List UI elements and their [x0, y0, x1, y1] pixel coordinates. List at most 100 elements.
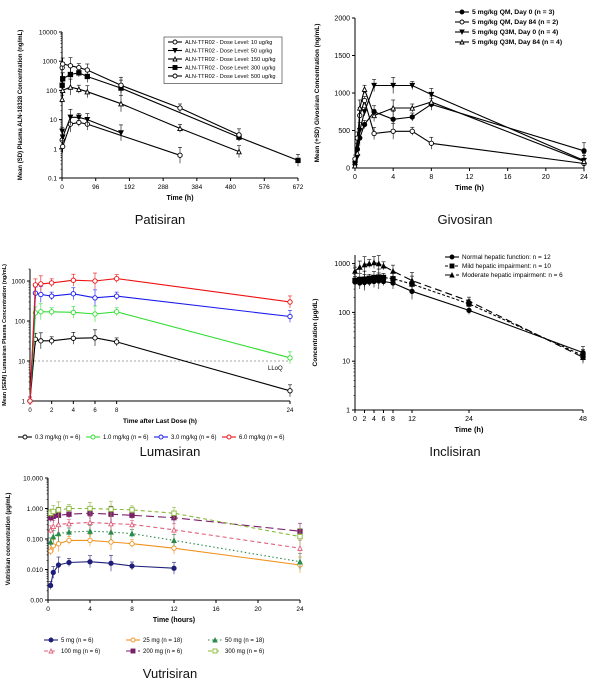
data-point: [371, 112, 378, 119]
data-point: [409, 114, 415, 120]
data-point: [38, 281, 44, 287]
data-point: [66, 559, 72, 566]
x-tick-label: 24: [296, 606, 304, 613]
inclisiran-caption: Inclisiran: [429, 444, 481, 459]
x-tick-label: 0: [28, 408, 32, 414]
data-point: [361, 109, 368, 115]
x-tick-label: 576: [259, 184, 270, 191]
x-tick-label: 480: [225, 184, 236, 191]
legend-label: 300 mg (n = 6): [225, 649, 264, 655]
legend-label: ALN-TTR02 - Dose Level: 50 ug/kg: [185, 49, 272, 55]
y-tick-label: 10.000: [23, 476, 43, 483]
x-axis-label: Time after Last Dose (h): [123, 418, 197, 425]
data-point: [171, 537, 177, 544]
x-tick-label: 8: [429, 174, 433, 181]
x-tick-label: 12: [408, 416, 416, 423]
y-axis-label: Mean (SD) Plasma ALN-18328 Concentration…: [18, 30, 24, 180]
data-point: [50, 569, 56, 576]
legend-label: 5 mg (n = 6): [61, 638, 94, 644]
data-point: [380, 274, 387, 281]
x-tick-label: 0: [353, 416, 357, 423]
data-point: [32, 282, 39, 288]
data-point: [371, 259, 377, 266]
legend-label: ALN-TTR02 - Dose Level: 500 ug/kg: [185, 74, 275, 80]
x-tick-label: 2: [50, 408, 54, 414]
series-line: [29, 278, 291, 402]
data-point: [47, 538, 54, 545]
y-axis-label: Concentration (μg/dL): [312, 299, 319, 367]
data-point: [177, 105, 183, 111]
x-tick-label: 24: [580, 174, 588, 181]
y-axis-label: Mean (SEM) Lumasiran Plasma Concentratio…: [2, 264, 8, 406]
x-tick-label: 16: [504, 174, 512, 181]
x-tick-label: 16: [212, 606, 220, 613]
data-point: [375, 260, 382, 267]
legend-label: 200 mg (n = 6): [143, 649, 182, 655]
y-tick-label: 1000: [43, 59, 58, 66]
data-point: [59, 134, 66, 141]
data-point: [90, 434, 96, 440]
vutrisiran-chart: 0 4 8 12 16 20 24 0.00 0.010 0.100 1.000 10.000 Time…: [0, 462, 330, 667]
data-point: [70, 335, 76, 341]
data-point: [59, 95, 66, 102]
data-point: [356, 263, 363, 270]
x-tick-label: 4: [372, 416, 376, 423]
legend-box: [163, 36, 283, 84]
y-tick-label: 1500: [334, 53, 350, 60]
data-point: [177, 125, 183, 132]
series-1: [352, 272, 586, 359]
data-point: [287, 313, 293, 320]
data-point: [38, 309, 44, 315]
data-point: [371, 130, 377, 137]
data-point: [22, 434, 28, 440]
series-line: [50, 521, 301, 549]
y-tick-label: 0.00: [30, 598, 43, 605]
data-point: [92, 311, 98, 317]
data-point: [67, 63, 74, 69]
x-tick-label: 0: [60, 184, 64, 191]
legend-label: 50 mg (n = 18): [225, 638, 264, 644]
y-tick-label: 10: [18, 360, 25, 366]
series-3: [59, 78, 242, 158]
data-point: [361, 261, 368, 268]
data-point: [60, 76, 66, 82]
x-tick-label: 8: [391, 416, 395, 423]
data-point: [361, 97, 368, 104]
data-point: [47, 582, 54, 589]
x-tick-label: 8: [130, 606, 134, 613]
data-point: [212, 648, 218, 654]
legend-label: 6.0 mg/kg (n = 6): [239, 435, 285, 441]
y-tick-label: 1: [22, 400, 26, 406]
data-point: [55, 562, 62, 568]
y-tick-label: 1.000: [27, 506, 44, 513]
legend: 0.3 mg/kg (n = 6) 1.0 mg/kg (n = 6) 3.0 mg…: [18, 434, 285, 441]
y-tick-label: 1: [346, 408, 350, 415]
data-point: [59, 87, 66, 94]
x-tick-label: 6: [382, 416, 386, 423]
data-point: [55, 541, 62, 547]
data-point: [27, 398, 33, 404]
y-tick-label: 1000: [334, 91, 350, 98]
data-point: [66, 511, 72, 517]
series-3: [352, 77, 587, 171]
data-point: [390, 276, 396, 282]
data-point: [70, 277, 76, 283]
y-tick-label: 1: [53, 146, 57, 153]
x-tick-label: 48: [579, 416, 587, 423]
series-1: [47, 554, 177, 590]
data-point: [287, 388, 293, 394]
data-point: [50, 523, 57, 529]
y-tick-label: 1000: [334, 261, 350, 268]
y-tick-label: 100: [338, 310, 350, 317]
legend-label: Mild hepatic impairment: n = 10: [462, 263, 551, 270]
data-point: [48, 637, 54, 643]
data-point: [47, 548, 54, 554]
x-tick-label: 24: [465, 416, 473, 423]
patisiran-caption: Patisiran: [134, 212, 186, 227]
data-point: [47, 526, 54, 533]
data-point: [390, 82, 397, 89]
x-tick-label: 24: [287, 408, 294, 414]
data-point: [76, 65, 82, 71]
data-point: [49, 309, 55, 315]
data-point: [55, 530, 62, 537]
